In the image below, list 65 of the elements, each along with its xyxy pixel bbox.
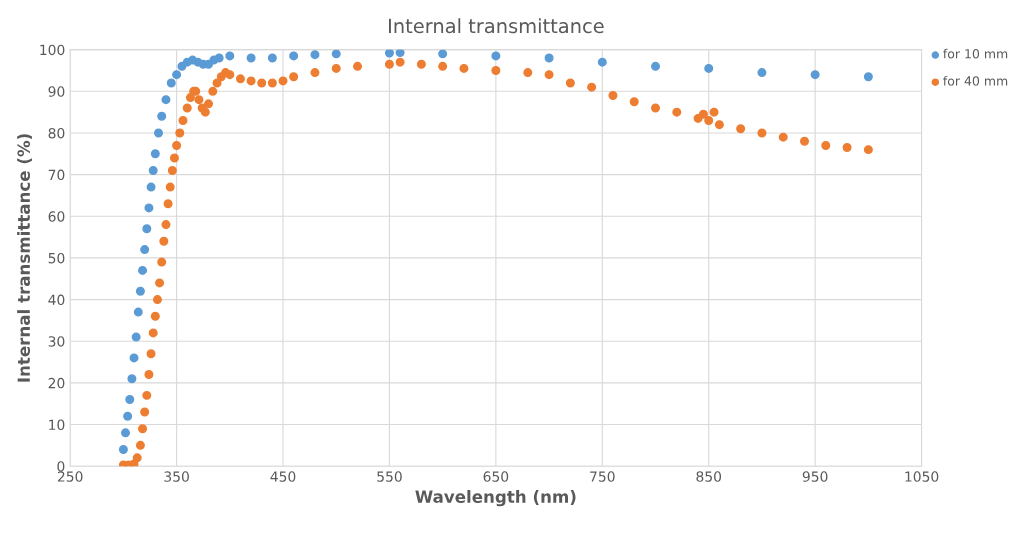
- point: [148, 165, 158, 175]
- point: [757, 68, 767, 78]
- y-tick-label: 90: [48, 86, 65, 97]
- y-axis-title: Internal transmittance (%): [17, 134, 32, 382]
- y-tick-label: 0: [57, 461, 65, 472]
- point: [135, 286, 145, 296]
- y-tick-label: 100: [40, 44, 65, 56]
- y-tick-label: 30: [48, 336, 65, 347]
- point: [150, 149, 160, 159]
- point: [127, 374, 137, 384]
- point: [172, 70, 182, 80]
- point: [166, 78, 176, 88]
- y-tick-label: 20: [48, 377, 65, 389]
- point: [267, 53, 277, 63]
- point: [395, 49, 405, 58]
- x-tick-label: 950: [802, 471, 828, 482]
- x-tick-label: 350: [164, 471, 189, 482]
- point: [491, 51, 501, 61]
- x-tick-label: 250: [57, 471, 83, 482]
- point: [331, 49, 341, 59]
- x-tick-label: 650: [483, 471, 509, 482]
- point: [704, 63, 714, 73]
- x-axis-title: Wavelength (nm): [415, 490, 576, 507]
- point: [863, 72, 873, 82]
- chart-title: Internal transmittance: [388, 18, 604, 34]
- point: [118, 445, 128, 455]
- y-tick-label: 80: [48, 127, 65, 139]
- point: [225, 51, 235, 61]
- point: [142, 224, 152, 234]
- y-tick-label: 40: [48, 294, 65, 306]
- y-tick-label: 50: [48, 252, 65, 264]
- x-tick-label: 450: [270, 471, 296, 482]
- x-tick-label: 750: [590, 471, 615, 482]
- y-tick-label: 10: [49, 419, 65, 430]
- point: [123, 411, 133, 421]
- legend-label: for 40 mm: [943, 75, 1008, 86]
- point: [129, 353, 139, 363]
- y-tick-label: 60: [48, 211, 65, 222]
- point: [146, 182, 156, 192]
- point: [161, 95, 171, 105]
- point: [133, 307, 143, 317]
- point: [131, 332, 141, 342]
- point: [597, 57, 607, 67]
- point: [246, 53, 256, 63]
- point: [157, 111, 167, 121]
- point: [289, 51, 299, 61]
- point: [438, 49, 448, 59]
- x-tick-label: 1050: [905, 471, 939, 482]
- point: [384, 49, 394, 58]
- point: [121, 428, 131, 438]
- point: [651, 61, 661, 71]
- point: [810, 70, 820, 80]
- point: [138, 265, 148, 275]
- y-tick-label: 70: [48, 169, 65, 181]
- point: [310, 50, 320, 60]
- point: [125, 395, 135, 405]
- x-tick-label: 850: [696, 471, 722, 482]
- legend-label: for 10 mm: [943, 48, 1008, 59]
- point: [214, 53, 224, 63]
- point: [544, 53, 554, 63]
- point: [204, 59, 214, 69]
- x-tick-label: 550: [377, 471, 402, 482]
- point: [140, 245, 150, 255]
- point: [144, 203, 154, 213]
- point: [154, 128, 164, 138]
